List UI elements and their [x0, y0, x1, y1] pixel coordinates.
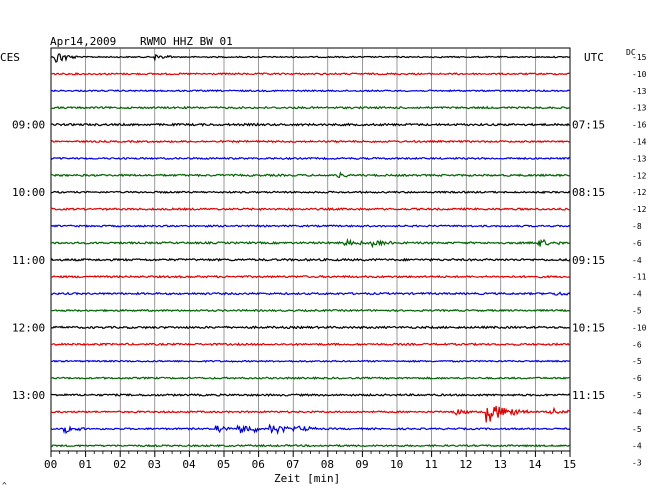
- x-tick-label: 12: [459, 458, 472, 471]
- dc-offset-label: -4: [632, 290, 642, 299]
- right-time-label: 11:15: [572, 389, 605, 402]
- dc-offset-label: -13: [632, 104, 647, 113]
- x-tick-label: 02: [113, 458, 126, 471]
- dc-offset-label: -13: [632, 87, 647, 96]
- left-time-label: 12:00: [12, 321, 45, 334]
- dc-offset-label: -5: [632, 391, 642, 400]
- left-time-label: 10:00: [12, 186, 45, 199]
- seismic-trace: [50, 224, 571, 228]
- chart-station: RWMO HHZ BW 01: [140, 35, 233, 48]
- dc-offset-label: -12: [632, 188, 647, 197]
- dc-offset-label: -14: [632, 138, 647, 147]
- left-timezone-label: CES: [0, 51, 20, 64]
- seismic-trace: [50, 405, 571, 423]
- left-time-labels: 09:00 10:00 11:00 12:00 13:00: [12, 119, 45, 402]
- dc-offset-label: -13: [632, 154, 647, 163]
- x-tick-label: 08: [321, 458, 334, 471]
- seismic-trace: [50, 89, 571, 93]
- right-timezone-label: UTC: [584, 51, 604, 64]
- seismic-trace: [50, 105, 571, 110]
- dc-offset-label: -8: [632, 222, 642, 231]
- seismic-trace: [50, 443, 571, 448]
- seismic-trace: [50, 393, 571, 397]
- seismic-trace: [50, 342, 571, 347]
- dc-offset-label: -4: [632, 442, 642, 451]
- dc-offset-label: -4: [632, 256, 642, 265]
- footer-mark: ^: [2, 481, 7, 490]
- right-time-labels: 07:15 08:15 09:15 10:15 11:15: [572, 119, 605, 402]
- x-tick-label: 01: [79, 458, 92, 471]
- x-tick-label: 04: [182, 458, 196, 471]
- dc-header-label: DC: [626, 48, 636, 57]
- dc-offset-label: -6: [632, 239, 642, 248]
- dc-offset-label: -10: [632, 70, 647, 79]
- right-time-label: 08:15: [572, 186, 605, 199]
- x-tick-label: 15: [563, 458, 576, 471]
- dc-offset-label: -15: [632, 53, 647, 62]
- dc-offset-label: -10: [632, 323, 647, 332]
- right-time-label: 09:15: [572, 254, 605, 267]
- seismic-trace: [50, 325, 571, 330]
- x-tick-label: 09: [355, 458, 368, 471]
- left-time-label: 13:00: [12, 389, 45, 402]
- x-tick-label: 05: [217, 458, 230, 471]
- x-axis-label: Zeit [min]: [274, 472, 340, 485]
- seismic-trace: [50, 291, 571, 296]
- x-tick-label: 00: [44, 458, 57, 471]
- seismic-trace: [50, 257, 571, 262]
- seismic-trace: [50, 156, 571, 161]
- seismic-trace: [50, 237, 571, 249]
- x-tick-label: 07: [286, 458, 299, 471]
- seismic-trace: [51, 72, 571, 76]
- seismic-trace: [50, 423, 571, 436]
- x-tick-label: 10: [390, 458, 403, 471]
- dc-offset-label: -11: [632, 273, 647, 282]
- right-time-label: 10:15: [572, 321, 605, 334]
- dc-offset-label: -4: [632, 408, 642, 417]
- chart-date: Apr14,2009: [50, 35, 116, 48]
- dc-offset-label: -5: [632, 357, 642, 366]
- seismic-trace: [50, 139, 571, 144]
- dc-offset-label: -12: [632, 205, 647, 214]
- seismic-trace: [50, 171, 571, 179]
- x-tick-label: 11: [425, 458, 438, 471]
- seismic-trace: [50, 274, 571, 279]
- x-tick-label: 06: [252, 458, 265, 471]
- dc-offset-label: -5: [632, 307, 642, 316]
- dc-offset-label: -5: [632, 425, 642, 434]
- seismic-trace: [50, 359, 571, 363]
- left-time-label: 11:00: [12, 254, 45, 267]
- dc-offset-label: -12: [632, 171, 647, 180]
- dc-offset-labels: -15 -10 -13 -13 -16 -14 -13 -12 -12 -12 -8 -6 -4 -11 -…: [632, 53, 647, 468]
- seismic-trace: [50, 190, 571, 195]
- seismic-trace: [50, 376, 571, 381]
- seismic-trace: [50, 122, 570, 127]
- seismic-trace: [50, 308, 571, 313]
- x-tick-label: 13: [494, 458, 507, 471]
- trace-group: [50, 53, 571, 448]
- dc-offset-label: -6: [632, 374, 642, 383]
- dc-offset-label: -6: [632, 340, 642, 349]
- x-tick-label: 03: [148, 458, 161, 471]
- x-tick-label: 14: [528, 458, 542, 471]
- right-time-label: 07:15: [572, 119, 605, 132]
- seismic-trace: [50, 207, 571, 212]
- dc-offset-label: -16: [632, 121, 647, 130]
- seismic-trace: [50, 53, 571, 63]
- x-axis: 00 01 02 03 04 05 06 07 08 09 10 11 12 13 14 15: [44, 451, 576, 471]
- left-time-label: 09:00: [12, 119, 45, 132]
- dc-offset-label: -3: [632, 459, 642, 468]
